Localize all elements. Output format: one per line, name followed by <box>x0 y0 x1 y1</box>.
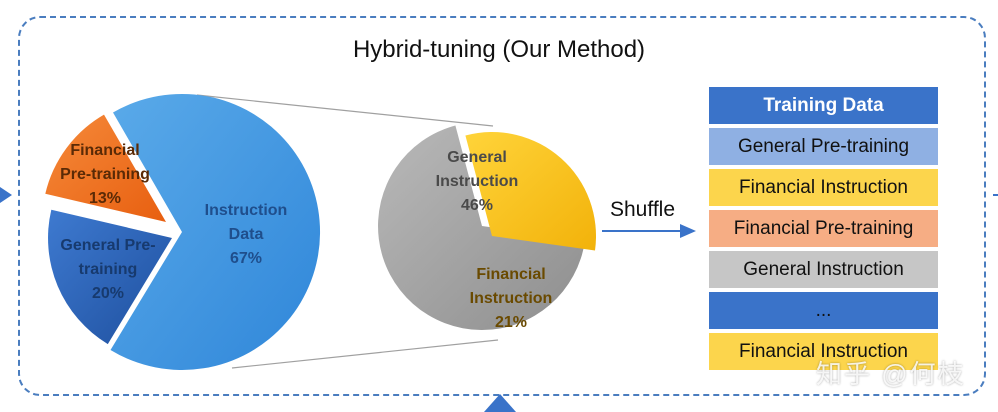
label-general-instruction: General Instruction 46% <box>436 149 519 214</box>
connector-line-top <box>196 94 494 127</box>
hybrid-tuning-frame <box>18 16 986 396</box>
pie-slice-instruction-data <box>110 93 321 370</box>
shuffle-label: Shuffle <box>610 198 675 221</box>
svg-text:General Pre-: General Pre- <box>60 237 155 254</box>
svg-text:Financial: Financial <box>70 142 139 159</box>
training-row: Financial Pre-training <box>709 210 938 247</box>
pie-slice-general-pretraining <box>48 209 173 345</box>
svg-text:Instruction: Instruction <box>436 173 519 190</box>
watermark: 知乎 @何枝 <box>816 359 966 389</box>
training-data-header: Training Data <box>709 87 938 124</box>
svg-text:Financial: Financial <box>476 266 545 283</box>
svg-text:Pre-training: Pre-training <box>60 166 150 183</box>
shuffle-arrow-icon <box>680 224 696 238</box>
training-row: ... <box>709 292 938 329</box>
bottom-arrow-icon <box>484 394 516 412</box>
left-arrow-icon <box>0 187 12 203</box>
svg-text:46%: 46% <box>461 197 493 214</box>
svg-text:Instruction: Instruction <box>470 290 553 307</box>
label-financial-instruction: Financial Instruction 21% <box>470 266 553 331</box>
pie-slice-financial-pretraining <box>45 114 166 222</box>
svg-text:Data: Data <box>229 226 264 243</box>
svg-text:Instruction: Instruction <box>205 202 288 219</box>
pie-slice-general-instruction <box>378 125 585 331</box>
training-row: Financial Instruction <box>709 169 938 206</box>
training-row: General Instruction <box>709 251 938 288</box>
label-general-pretraining: General Pre- training 20% <box>60 237 155 302</box>
connector-line-bottom <box>231 339 499 369</box>
svg-text:training: training <box>79 261 138 278</box>
svg-text:20%: 20% <box>92 285 124 302</box>
training-data-stack: Training Data General Pre-training Finan… <box>709 87 938 374</box>
svg-text:General: General <box>447 149 507 166</box>
svg-text:21%: 21% <box>495 314 527 331</box>
training-row: General Pre-training <box>709 128 938 165</box>
svg-text:13%: 13% <box>89 190 121 207</box>
training-row: Financial Instruction <box>709 333 938 370</box>
label-instruction-data: Instruction Data 67% <box>205 202 288 267</box>
svg-text:67%: 67% <box>230 250 262 267</box>
diagram-title: Hybrid-tuning (Our Method) <box>352 36 646 63</box>
label-financial-pretraining: Financial Pre-training 13% <box>60 142 150 207</box>
pie-slice-financial-instruction <box>465 132 597 251</box>
